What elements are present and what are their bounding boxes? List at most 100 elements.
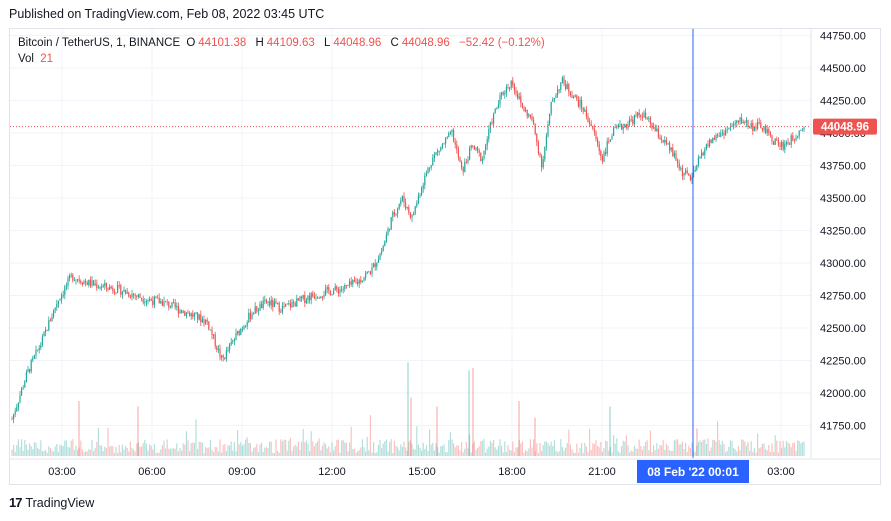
candle-body	[25, 371, 27, 382]
candle-body	[397, 208, 399, 214]
candle-body	[557, 89, 559, 96]
volume-bar	[393, 440, 395, 456]
volume-bar	[736, 451, 738, 456]
volume-bar	[286, 450, 288, 456]
footer-brand[interactable]: 17 TradingView	[9, 495, 94, 510]
volume-bar	[771, 443, 773, 456]
volume-bar	[153, 444, 155, 456]
candle-body	[65, 285, 67, 287]
volume-bar	[742, 439, 744, 456]
volume-bar	[491, 442, 493, 456]
candle-body	[392, 212, 394, 218]
candle-body	[731, 125, 733, 127]
volume-bar	[361, 439, 363, 456]
candle-body	[424, 175, 426, 186]
candle-body	[69, 275, 71, 279]
price-axis[interactable]: 44750.0044500.0044250.0044000.0043750.00…	[810, 29, 866, 458]
candle-body	[609, 139, 611, 142]
candle-body	[675, 153, 677, 161]
volume-bar	[558, 451, 560, 456]
candle-body	[579, 99, 581, 107]
candle-body	[57, 300, 59, 304]
volume-bar	[376, 452, 378, 456]
candle-body	[509, 87, 511, 89]
volume-bar	[683, 449, 685, 456]
volume-bar	[395, 445, 397, 456]
volume-bar	[230, 441, 232, 456]
volume-bar	[712, 439, 714, 456]
candle-body	[443, 143, 445, 145]
candle-body	[641, 116, 643, 118]
volume-bar	[656, 443, 658, 456]
candle-body	[427, 168, 429, 174]
volume-bar	[601, 451, 603, 456]
volume-bar	[675, 439, 677, 456]
candle-body	[760, 122, 762, 128]
volume-bar	[789, 443, 791, 456]
volume-bar	[125, 446, 127, 456]
candle-body	[662, 139, 664, 143]
volume-bar	[797, 440, 799, 456]
candle-body	[395, 213, 397, 215]
candle-body	[608, 141, 610, 143]
candle-body	[592, 126, 594, 129]
candle-body	[310, 293, 312, 301]
candle-body	[691, 177, 693, 181]
chart-frame[interactable]	[9, 28, 881, 485]
volume-bar	[77, 449, 79, 456]
candle-body	[302, 295, 304, 299]
candle-body	[169, 307, 171, 308]
volume-bar	[470, 452, 472, 456]
volume-bar	[693, 450, 695, 456]
candle-body	[61, 295, 63, 300]
volume-bar	[117, 452, 119, 456]
candle-body	[803, 127, 805, 130]
candle-body	[553, 97, 555, 100]
time-axis[interactable]: 03:00 06:00 09:00 12:00 15:00 18:00 21:00 03:00	[10, 458, 880, 478]
y-tick-label: 42250.00	[820, 356, 866, 368]
volume-bar	[249, 442, 251, 456]
candle-body	[102, 285, 104, 288]
candle-body	[369, 271, 371, 274]
volume-bar	[45, 449, 47, 456]
candle-body	[293, 301, 295, 304]
volume-bars	[11, 362, 805, 456]
volume-bar	[22, 450, 24, 456]
candle-body	[681, 167, 683, 176]
volume-bar	[446, 452, 448, 456]
candle-body	[30, 360, 32, 372]
volume-bar	[198, 441, 200, 456]
candle-body	[411, 214, 413, 218]
volume-bar	[745, 445, 747, 456]
volume-bar	[150, 445, 152, 456]
candle-body	[777, 140, 779, 146]
candle-body	[360, 279, 362, 283]
volume-bar	[241, 445, 243, 456]
candle-body	[401, 196, 403, 201]
volume-bar	[99, 445, 101, 456]
candle-body	[163, 301, 165, 306]
volume-bar	[25, 444, 27, 456]
symbol-label[interactable]: Bitcoin / TetherUS, 1, BINANCE	[18, 37, 181, 49]
candle-body	[40, 344, 42, 349]
candle-body	[611, 135, 613, 140]
candle-body	[217, 348, 219, 351]
volume-bar	[600, 441, 602, 456]
volume-bar	[331, 442, 333, 456]
candle-body	[286, 303, 288, 305]
candle-body	[211, 329, 213, 336]
candle-body	[189, 313, 191, 317]
candle-body	[291, 301, 293, 308]
volume-bar	[544, 441, 546, 456]
volume-bar	[352, 449, 354, 456]
volume-bar	[718, 440, 720, 456]
candle-body	[249, 312, 251, 319]
candle-body	[545, 136, 547, 147]
volume-bar	[566, 442, 568, 456]
volume-bar	[761, 443, 763, 456]
volume-bar	[307, 443, 309, 456]
volume-bar	[27, 449, 29, 456]
candle-body	[526, 109, 528, 117]
candle-body	[565, 84, 567, 90]
